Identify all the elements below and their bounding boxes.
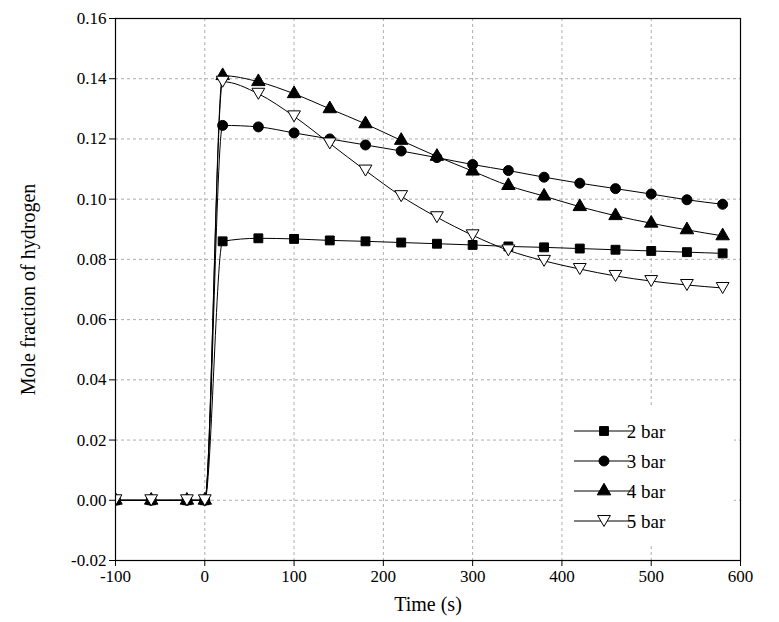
svg-text:0.04: 0.04: [77, 370, 107, 389]
svg-text:0.08: 0.08: [77, 250, 107, 269]
svg-text:0.14: 0.14: [77, 69, 107, 88]
svg-text:500: 500: [638, 567, 664, 586]
svg-text:100: 100: [281, 567, 307, 586]
svg-text:300: 300: [460, 567, 486, 586]
svg-text:2 bar: 2 bar: [627, 421, 666, 442]
svg-text:200: 200: [371, 567, 397, 586]
svg-text:-0.02: -0.02: [71, 550, 107, 570]
svg-text:0: 0: [201, 567, 210, 586]
svg-text:0.10: 0.10: [77, 190, 107, 209]
svg-text:Time (s): Time (s): [394, 593, 462, 616]
svg-text:400: 400: [549, 567, 575, 586]
svg-text:0.12: 0.12: [77, 129, 107, 148]
svg-text:0.16: 0.16: [77, 9, 107, 28]
svg-text:0.02: 0.02: [77, 430, 107, 449]
svg-text:0.00: 0.00: [77, 491, 107, 510]
svg-text:3 bar: 3 bar: [627, 451, 666, 472]
svg-text:-100: -100: [100, 567, 131, 586]
svg-text:0.06: 0.06: [77, 310, 107, 329]
svg-text:Mole fraction of hydrogen: Mole fraction of hydrogen: [17, 184, 40, 396]
svg-text:600: 600: [728, 567, 754, 586]
svg-text:4 bar: 4 bar: [627, 481, 666, 502]
svg-text:5 bar: 5 bar: [627, 511, 666, 532]
